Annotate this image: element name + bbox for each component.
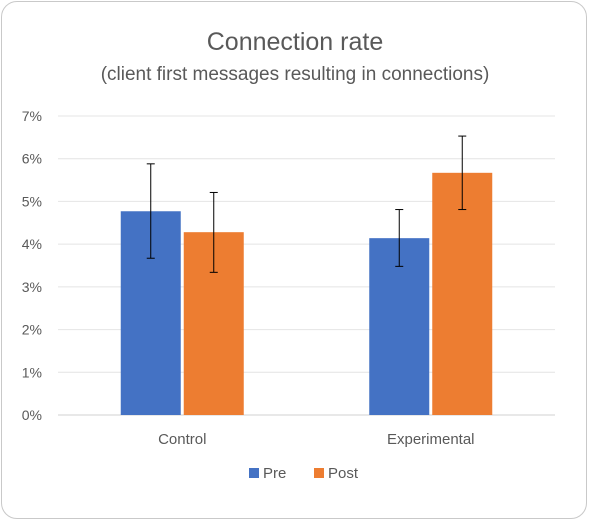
x-category-label: Experimental bbox=[387, 431, 475, 448]
y-tick-label: 0% bbox=[22, 407, 42, 423]
y-tick-label: 3% bbox=[22, 279, 42, 295]
bar-post-experimental bbox=[432, 172, 493, 415]
bar-pre-experimental bbox=[369, 238, 430, 415]
chart-subtitle: (client first messages resulting in conn… bbox=[100, 64, 490, 85]
y-tick-label: 2% bbox=[22, 322, 42, 338]
legend-label-pre: Pre bbox=[263, 465, 286, 482]
legend-swatch-post bbox=[314, 468, 324, 478]
legend-swatch-pre bbox=[249, 468, 259, 478]
y-tick-label: 1% bbox=[22, 364, 42, 380]
y-tick-label: 4% bbox=[22, 236, 42, 252]
legend-label-post: Post bbox=[328, 465, 359, 482]
x-category-label: Control bbox=[158, 431, 206, 448]
y-tick-label: 7% bbox=[22, 108, 42, 124]
chart-title: Connection rate bbox=[206, 28, 384, 56]
y-tick-label: 5% bbox=[22, 193, 42, 209]
y-tick-label: 6% bbox=[22, 151, 42, 167]
